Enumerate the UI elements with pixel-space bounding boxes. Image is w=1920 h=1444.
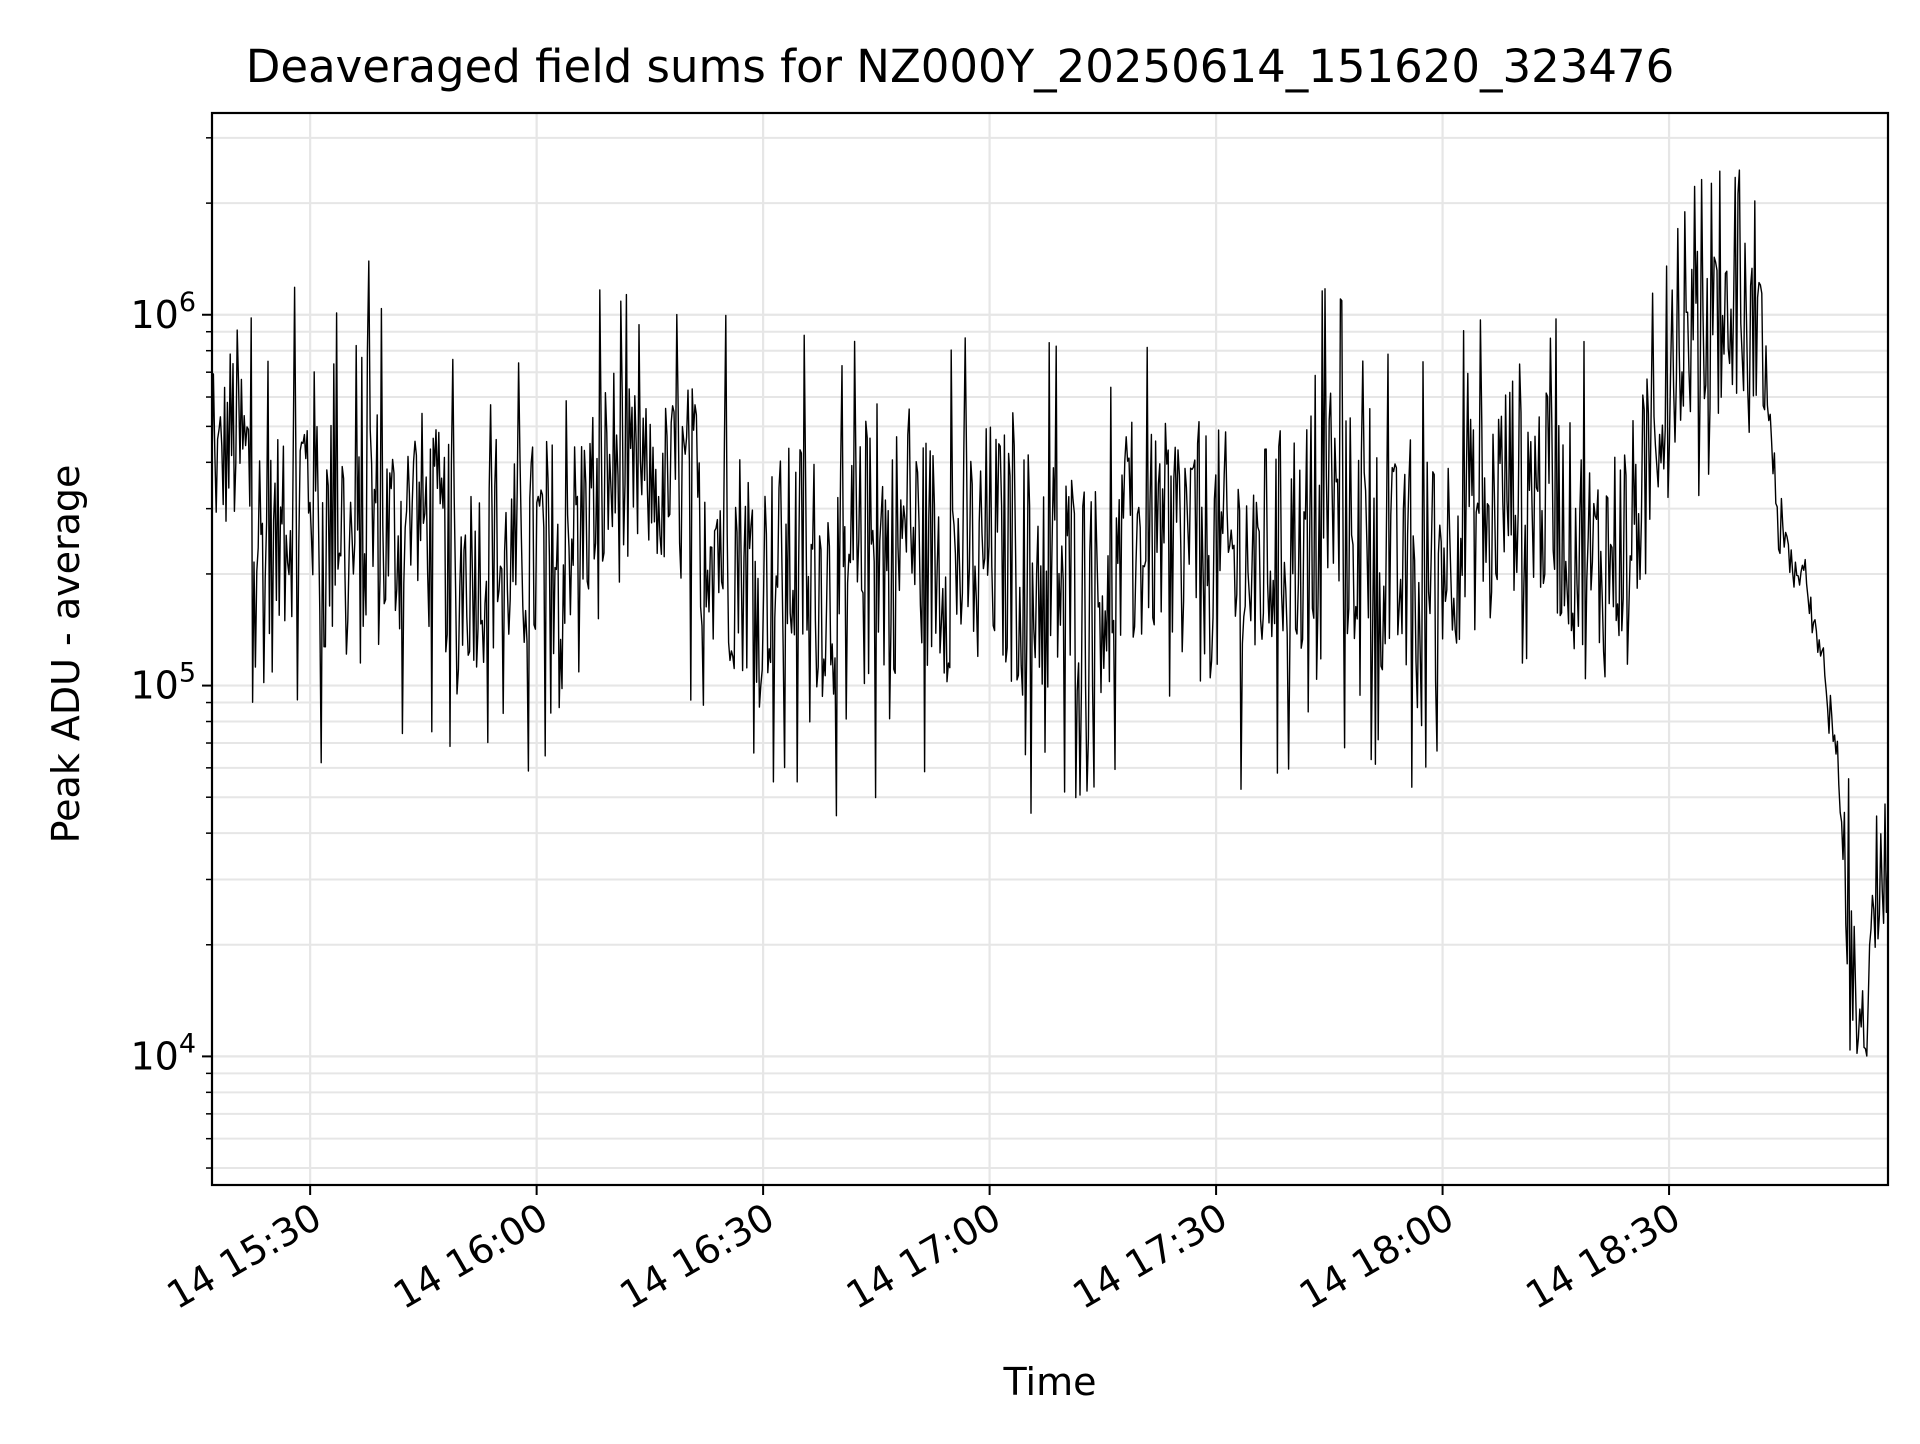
y-axis-label: Peak ADU - average	[44, 464, 88, 844]
y-tick-label: 106	[130, 287, 196, 337]
x-tick-label: 14 18:30	[1518, 1195, 1687, 1318]
x-tick-label: 14 16:00	[386, 1195, 555, 1318]
data-series-line	[211, 169, 1889, 1057]
x-tick-label: 14 17:30	[1065, 1195, 1234, 1318]
x-tick-label: 14 17:00	[839, 1195, 1008, 1318]
x-tick-label: 14 18:00	[1292, 1195, 1461, 1318]
plot-area-frame	[210, 111, 1890, 1187]
y-tick-label: 105	[130, 658, 196, 708]
y-tick-label: 104	[130, 1028, 196, 1078]
x-tick-label: 14 15:30	[159, 1195, 328, 1318]
data-series-group	[211, 169, 1889, 1057]
x-tick-label: 14 16:30	[612, 1195, 781, 1318]
x-axis-label: Time	[1003, 1360, 1097, 1404]
grid-lines	[212, 113, 1888, 1185]
chart-title: Deaveraged field sums for NZ000Y_2025061…	[245, 40, 1675, 93]
